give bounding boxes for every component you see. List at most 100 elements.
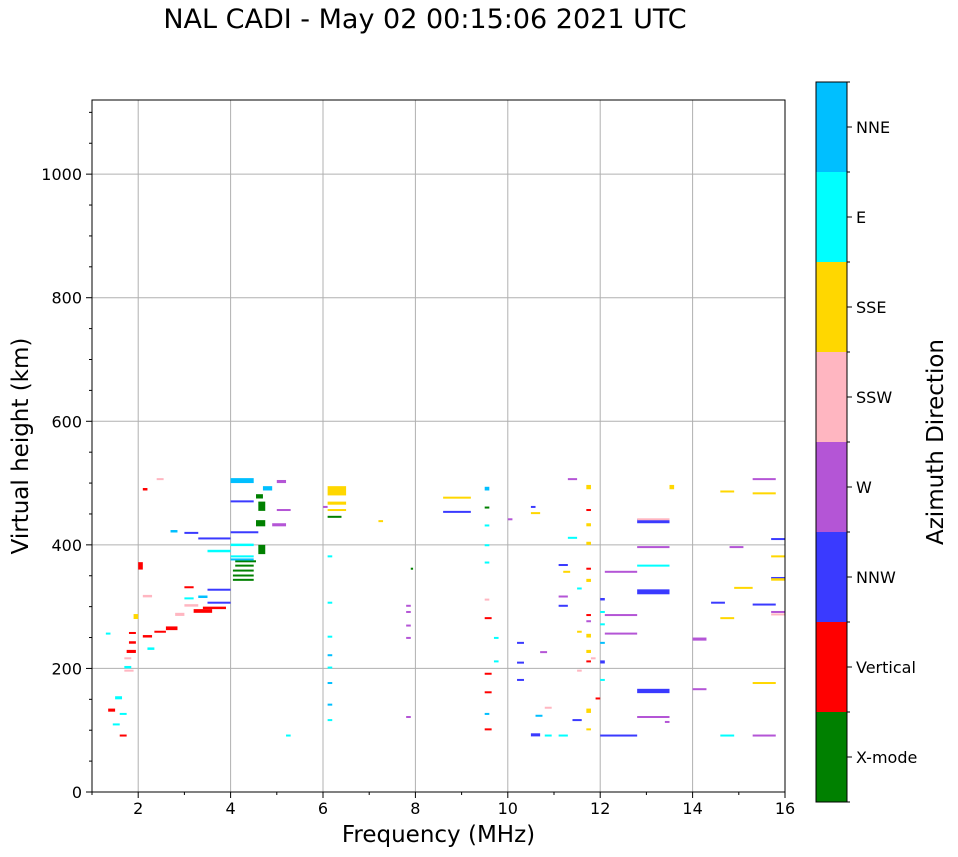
echo-mark: [540, 651, 548, 654]
echo-mark: [484, 617, 492, 620]
echo-mark: [637, 716, 670, 719]
x-tick-label: 8: [410, 799, 420, 818]
echo-mark: [577, 669, 582, 672]
echo-mark: [193, 609, 213, 613]
echo-mark: [327, 486, 347, 496]
echo-mark: [327, 501, 347, 505]
echo-mark: [720, 617, 735, 620]
echo-mark: [276, 479, 287, 484]
echo-mark: [406, 636, 411, 639]
colorbar-tick-label: Vertical: [856, 658, 916, 677]
echo-mark: [207, 549, 231, 553]
echo-mark: [232, 578, 254, 581]
echo-mark: [258, 544, 266, 555]
echo-mark: [692, 637, 707, 641]
echo-mark: [558, 564, 568, 567]
x-tick-label: 10: [498, 799, 518, 818]
echo-mark: [327, 555, 333, 558]
echo-mark: [692, 688, 707, 691]
echo-mark: [235, 560, 257, 563]
echo-mark: [327, 654, 333, 657]
x-tick-label: 16: [775, 799, 795, 818]
echo-mark: [586, 708, 591, 713]
echo-mark: [535, 714, 543, 717]
echo-mark: [327, 666, 333, 669]
echo-mark: [272, 523, 287, 527]
colorbar-tick-label: W: [856, 478, 872, 497]
echo-mark: [752, 492, 776, 495]
echo-mark: [600, 641, 605, 644]
echo-mark: [323, 505, 328, 508]
echo-mark: [142, 488, 148, 491]
echo-mark: [530, 733, 541, 737]
echo-mark: [711, 601, 725, 604]
echo-mark: [771, 578, 785, 581]
echo-mark: [406, 624, 411, 627]
echo-mark: [484, 712, 490, 715]
echo-mark: [170, 530, 178, 533]
echo-mark: [493, 660, 499, 663]
echo-mark: [586, 509, 591, 512]
echo-mark: [443, 510, 471, 513]
x-tick-label: 14: [682, 799, 702, 818]
echo-mark: [558, 604, 568, 607]
echo-mark: [771, 613, 785, 616]
echo-mark: [586, 484, 591, 490]
colorbar-label: Azimuth Direction: [923, 339, 949, 545]
echo-mark: [752, 682, 776, 685]
echo-mark: [207, 601, 231, 604]
echo-mark: [406, 604, 411, 607]
x-axis-label: Frequency (MHz): [342, 822, 535, 848]
echo-mark: [108, 708, 116, 712]
echo-mark: [142, 594, 153, 598]
echo-mark: [600, 610, 605, 613]
echo-mark: [184, 604, 199, 607]
echo-mark: [410, 567, 414, 570]
echo-mark: [327, 601, 333, 604]
echo-mark: [230, 500, 254, 503]
colorbar-tick-label: SSW: [856, 388, 892, 407]
echo-mark: [530, 505, 536, 508]
echo-mark: [586, 728, 591, 731]
echo-mark: [147, 647, 155, 650]
colorbar-segment: [816, 442, 847, 532]
echo-mark: [729, 546, 744, 549]
y-tick-label: 600: [51, 412, 82, 431]
echo-mark: [517, 641, 524, 644]
y-tick-label: 400: [51, 536, 82, 555]
echo-mark: [184, 597, 194, 600]
echo-mark: [484, 506, 490, 509]
grid-lines: [92, 100, 785, 792]
echo-mark: [664, 720, 670, 723]
echo-mark: [600, 597, 605, 601]
echo-mark: [771, 555, 785, 558]
echo-mark: [142, 635, 153, 638]
echo-mark: [637, 688, 670, 694]
echo-mark: [230, 531, 259, 534]
echo-mark: [558, 734, 568, 737]
series-e: [105, 524, 735, 737]
colorbar-segment: [816, 532, 847, 622]
echo-mark: [752, 603, 776, 606]
colorbar-segment: [816, 172, 847, 262]
echo-mark: [720, 490, 735, 493]
colorbar-tick-label: SSE: [856, 298, 886, 317]
echo-mark: [493, 636, 499, 639]
echo-mark: [175, 612, 185, 616]
echo-mark: [230, 558, 254, 561]
series-ssw: [124, 478, 785, 709]
echo-mark: [105, 632, 111, 635]
echo-mark: [600, 678, 605, 681]
echo-mark: [230, 543, 254, 547]
echo-mark: [198, 537, 231, 540]
echo-mark: [327, 635, 333, 638]
echo-mark: [119, 712, 127, 715]
colorbar: X-mode Vertical NNW W SSW SSE E NNE: [815, 81, 917, 803]
echo-mark: [595, 697, 601, 700]
echo-mark: [637, 518, 670, 524]
echo-mark: [600, 660, 605, 664]
echo-mark: [484, 544, 490, 547]
echo-mark: [586, 620, 591, 623]
echo-mark: [600, 734, 638, 737]
echo-mark: [586, 567, 591, 570]
